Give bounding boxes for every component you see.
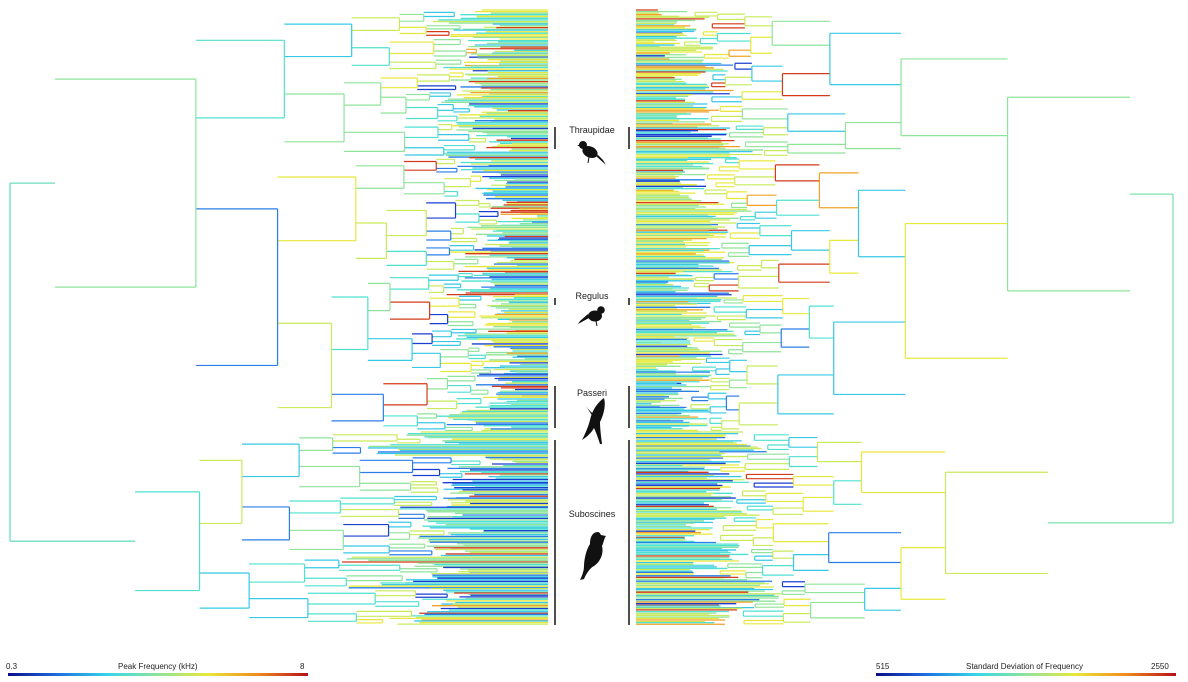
legend-right-min: 515 — [876, 662, 889, 671]
legend-right-colorbar — [876, 673, 1176, 676]
legend-left-min: 0.3 — [6, 662, 17, 671]
flycatcher-silhouette-icon — [580, 532, 606, 580]
legend-left-max: 8 — [300, 662, 304, 671]
legend-left-title: Peak Frequency (kHz) — [118, 662, 198, 671]
legend-right-max: 2550 — [1151, 662, 1169, 671]
clade-label-passeri: Passeri — [552, 388, 632, 398]
clade-label-regulus: Regulus — [552, 291, 632, 301]
kinglet-silhouette-icon — [578, 306, 605, 326]
clade-label-suboscines: Suboscines — [552, 509, 632, 519]
tanager-silhouette-icon — [577, 141, 606, 165]
left-phylogenetic-tree — [10, 10, 548, 624]
right-phylogenetic-tree — [636, 10, 1173, 624]
clade-label-thraupidae: Thraupidae — [552, 125, 632, 135]
legend-right-title: Standard Deviation of Frequency — [966, 662, 1083, 671]
raptor-silhouette-icon — [582, 398, 605, 444]
legend-left-colorbar — [8, 673, 308, 676]
